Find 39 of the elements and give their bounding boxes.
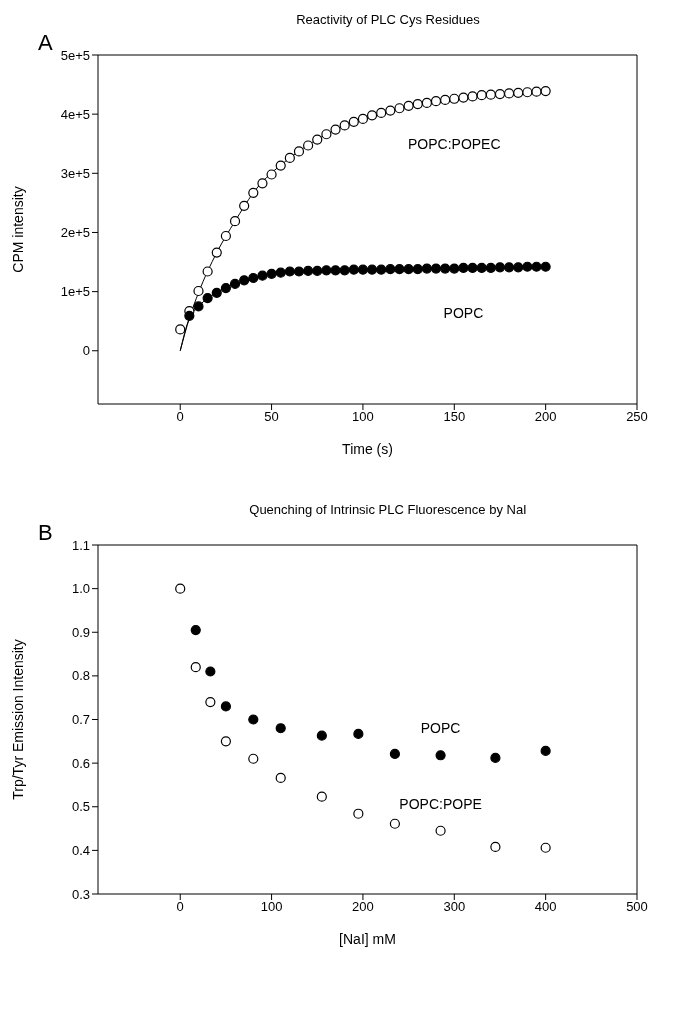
chart-title: Quenching of Intrinsic PLC Fluorescence by NaI (248, 502, 528, 517)
x-tick-label: 200 (534, 409, 557, 425)
y-tick-label: 0.6 (71, 755, 90, 771)
x-tick-label: 400 (534, 899, 557, 915)
text: POPC (443, 304, 484, 321)
y-tick-label: 0.5 (71, 799, 90, 815)
x-tick-label: 500 (626, 899, 648, 915)
y-tick-label: 3e+5 (60, 165, 90, 181)
series-label: POPC (420, 720, 461, 737)
y-tick-label: 0.8 (71, 668, 90, 684)
y-tick-label: 4e+5 (60, 106, 90, 122)
y-tick-label: 0.3 (71, 886, 90, 902)
x-tick-label: 100 (352, 409, 374, 425)
y-tick-label: 5e+5 (60, 47, 90, 63)
text: A (38, 30, 53, 56)
y-tick-label: 0 (82, 343, 90, 359)
y-tick-label: 1.0 (71, 581, 90, 597)
x-axis-title: Time (s) (342, 441, 393, 457)
y-axis-title: Trp/Tyr Emission Intensity (9, 639, 26, 800)
y-tick-label: 0.9 (71, 624, 90, 640)
y-tick-label: 2e+5 (60, 225, 90, 241)
x-tick-label: 250 (626, 409, 648, 425)
y-tick-label: 0.7 (71, 712, 90, 728)
y-axis-title: CPM intensity (9, 186, 26, 273)
x-axis-title: [NaI] mM (339, 931, 396, 947)
chart-title: Reactivity of PLC Cys Residues (295, 12, 481, 27)
y-tick-label: 0.4 (71, 842, 90, 858)
x-tick-label: 200 (352, 899, 374, 915)
series-label: POPC:POPEC (407, 135, 501, 152)
x-tick-label: 50 (264, 409, 279, 425)
x-tick-label: 0 (176, 409, 184, 425)
x-tick-label: 100 (260, 899, 283, 915)
y-tick-label: 1.1 (71, 537, 90, 553)
x-tick-label: 300 (443, 899, 466, 915)
x-tick-label: 150 (443, 409, 466, 425)
x-tick-label: 0 (176, 899, 184, 915)
text: B (38, 520, 53, 546)
y-tick-label: 1e+5 (60, 284, 90, 300)
series-label: POPC:POPE (399, 795, 482, 812)
